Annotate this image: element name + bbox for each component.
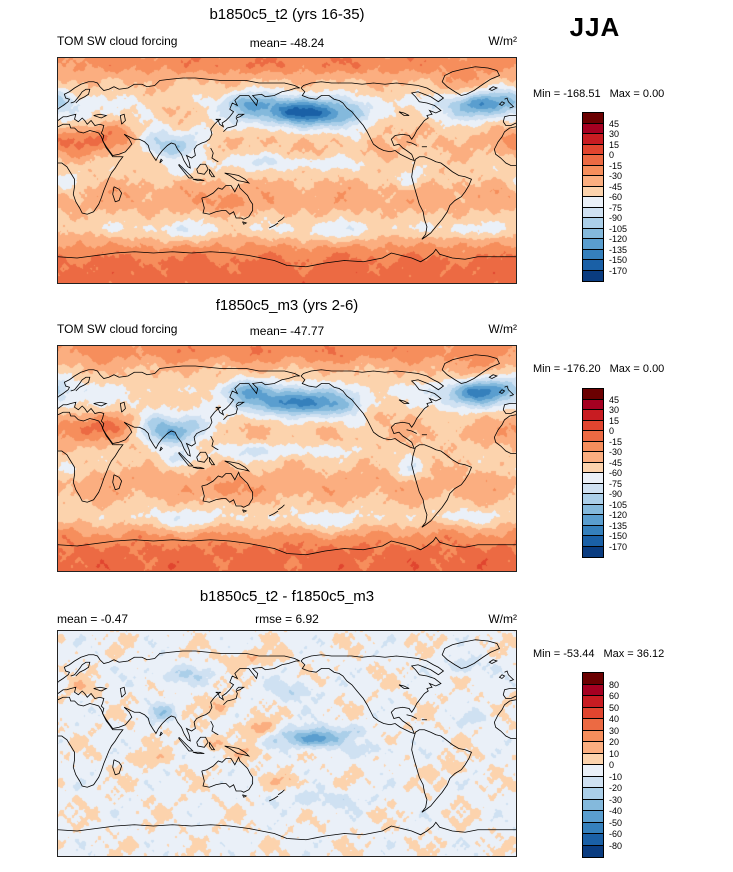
panel3-title: b1850c5_t2 - f1850c5_m3: [199, 588, 375, 605]
panel3-colorbar-bar: [582, 672, 604, 858]
panel1-title: b1850c5_t2 (yrs 16-35): [209, 6, 365, 23]
panel2-field-label: TOM SW cloud forcing: [57, 322, 178, 336]
panel3-max-label: Max = 36.12: [603, 648, 665, 660]
panel2-minmax: Min = -176.20 Max = 0.00: [533, 363, 728, 375]
panel3-minmax: Min = -53.44 Max = 36.12: [533, 648, 728, 660]
panel3-map: [57, 630, 517, 857]
panel1-min-label: Min = -168.51: [533, 88, 601, 100]
panel2-mean-label: mean= -47.77: [249, 324, 325, 338]
panel3-mean-label: mean = -0.47: [57, 612, 129, 626]
panel2-unit-label: W/m²: [488, 322, 517, 336]
panel1-unit-label: W/m²: [488, 34, 517, 48]
panel1-mean-label: mean= -48.24: [249, 36, 325, 50]
panel1-map: [57, 57, 517, 284]
panel2-colorbar-bar: [582, 388, 604, 558]
panel3-coastlines: [58, 631, 516, 856]
panel1-max-label: Max = 0.00: [609, 88, 665, 100]
panel1-coastlines: [58, 58, 516, 283]
panel3-rmse-label: rmse = 6.92: [255, 612, 319, 626]
panel1-colorbar-bar: [582, 112, 604, 282]
panel3-min-label: Min = -53.44: [533, 648, 595, 660]
panel1-minmax: Min = -168.51 Max = 0.00: [533, 88, 728, 100]
panel2-coastlines: [58, 346, 516, 571]
panel2-title: f1850c5_m3 (yrs 2-6): [215, 297, 359, 314]
panel3-unit-label: W/m²: [488, 612, 517, 626]
panel2-min-label: Min = -176.20: [533, 363, 601, 375]
season-label: JJA: [569, 12, 621, 42]
panel1-field-label: TOM SW cloud forcing: [57, 34, 178, 48]
panel2-map: [57, 345, 517, 572]
panel2-max-label: Max = 0.00: [609, 363, 665, 375]
